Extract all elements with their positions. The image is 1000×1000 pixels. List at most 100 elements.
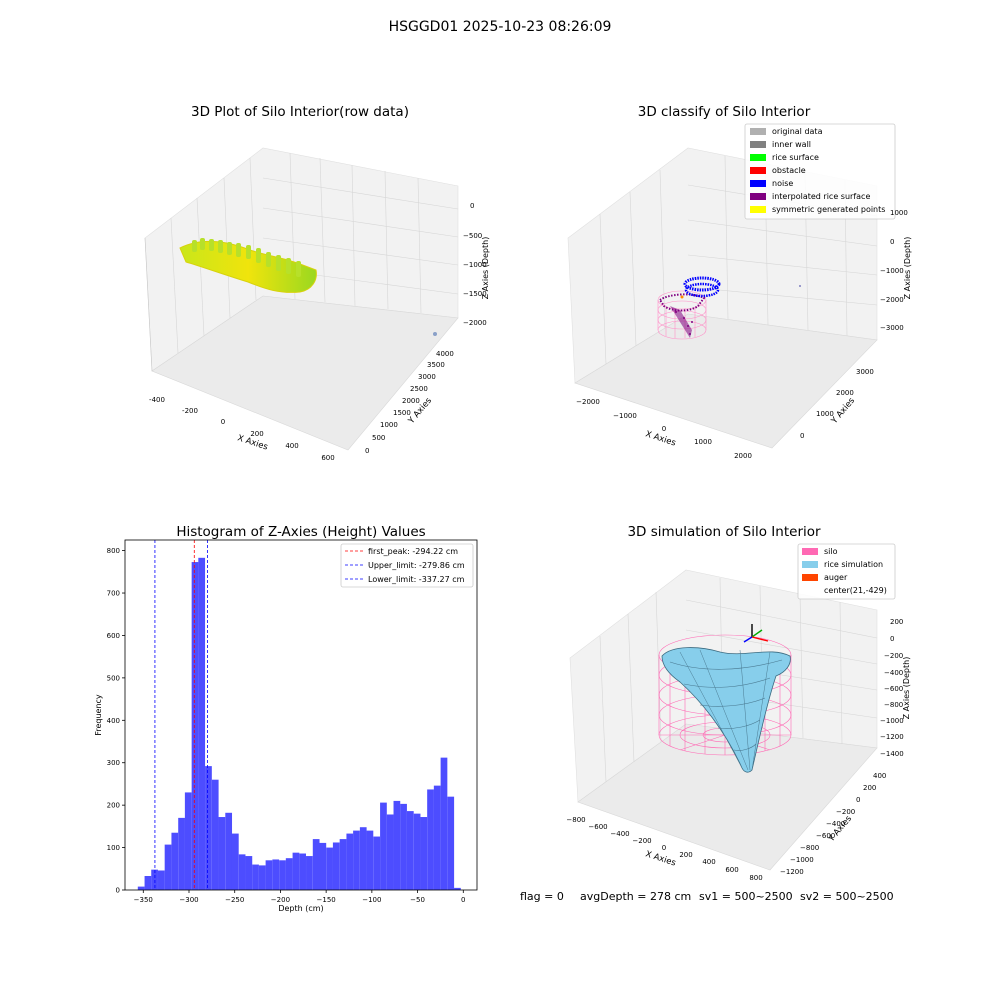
classify-legend-label: rice surface [772, 153, 819, 162]
histogram-bar [332, 842, 340, 890]
simulation-z-tick: −800 [884, 701, 903, 709]
histogram-legend-label: Lower_limit: -337.27 cm [368, 575, 465, 584]
raw-x-tick: 200 [250, 430, 263, 438]
raw-left-wall-edge [144, 237, 153, 372]
simulation-y-tick: 400 [873, 772, 886, 780]
raw-outlier-point [433, 332, 437, 336]
histogram-bar [137, 886, 145, 890]
classify-obstacle-point [680, 295, 684, 299]
simulation-z-tick: −200 [884, 652, 903, 660]
classify-legend-label: noise [772, 179, 793, 188]
classify-noise-points [683, 276, 721, 298]
histogram-bar [447, 796, 455, 890]
histogram-bar [265, 860, 273, 890]
raw-z-tick: 0 [470, 202, 474, 210]
histogram-bar [406, 811, 414, 890]
panel-simulation-3d: 3D simulation of Silo Interior [566, 524, 911, 882]
classify-stray-point [799, 285, 801, 287]
histogram-bar [205, 766, 212, 890]
simulation-rice-surface [661, 647, 791, 773]
raw-y-tick: 3000 [418, 373, 436, 381]
histogram-bar [380, 802, 387, 890]
histogram-x-tick-label: 0 [461, 896, 465, 904]
status-avg-depth: avgDepth = 278 cm [580, 890, 691, 903]
raw-z-axis-label: Z Axies (Depth) [481, 237, 490, 300]
simulation-y-axis-label: Y Axies [826, 814, 854, 845]
histogram-bar [211, 779, 219, 890]
simulation-z-tick: −400 [884, 669, 903, 677]
histogram-bar [184, 792, 192, 890]
histogram-bar [454, 887, 461, 890]
raw-x-tick: -400 [149, 396, 165, 404]
panel-raw-3d: 3D Plot of Silo Interior(row data) [144, 104, 490, 462]
histogram-x-ticks: −350 −300 −250 −200 −150 −100 −50 0 [134, 890, 466, 904]
histogram-legend-label: Upper_limit: -279.86 cm [368, 561, 465, 570]
histogram-bar [413, 813, 421, 890]
raw-y-tick: 1500 [393, 409, 411, 417]
histogram-x-tick-label: −50 [410, 896, 425, 904]
histogram-bar [272, 859, 280, 890]
histogram-bar [144, 876, 152, 890]
histogram-bar [326, 847, 333, 890]
histogram-legend-label: first_peak: -294.22 cm [368, 547, 458, 556]
raw-x-tick: 400 [285, 442, 298, 450]
histogram-bar [366, 830, 374, 890]
status-flag: flag = 0 [520, 890, 564, 903]
raw-y-tick: 3500 [427, 361, 445, 369]
histogram-bar [306, 856, 313, 890]
histogram-x-tick-label: −200 [271, 896, 290, 904]
histogram-bar [386, 814, 394, 890]
raw-z-tick: −500 [463, 232, 482, 240]
status-sv1: sv1 = 500~2500 [699, 890, 793, 903]
simulation-x-tick: −800 [566, 816, 585, 824]
classify-z-tick: −1000 [880, 267, 904, 275]
simulation-z-tick: 200 [890, 618, 903, 626]
histogram-bar [312, 839, 320, 890]
raw-x-tick: -200 [182, 407, 198, 415]
simulation-x-tick: 600 [725, 866, 738, 874]
histogram-bar [245, 856, 253, 890]
histogram-legend: first_peak: -294.22 cm Upper_limit: -279… [340, 543, 474, 588]
simulation-y-tick: −400 [826, 820, 845, 828]
classify-legend-label: original data [772, 127, 823, 136]
classify-floor-pane [574, 313, 878, 449]
simulation-x-tick: 200 [679, 851, 692, 859]
histogram-bar [339, 839, 347, 890]
simulation-x-axis-label: X Axies [644, 849, 677, 868]
histogram-bar [319, 842, 327, 890]
histogram-bar [400, 803, 407, 890]
simulation-z-axis-label: Z Axies (Depth) [902, 657, 911, 720]
raw-rice-points [179, 238, 317, 293]
histogram-y-axis-label: Frequency [94, 694, 103, 736]
histogram-y-tick-label: 300 [107, 759, 120, 767]
raw-y-tick: 2500 [410, 385, 428, 393]
simulation-z-tick: −1200 [880, 733, 904, 741]
classify-y-tick: 2000 [836, 389, 854, 397]
simulation-panel-title: 3D simulation of Silo Interior [627, 524, 821, 540]
classify-y-tick: 3000 [856, 368, 874, 376]
simulation-gridlines [599, 577, 878, 783]
histogram-y-tick-label: 500 [107, 674, 120, 682]
raw-y-tick: 2000 [402, 397, 420, 405]
classify-x-tick: −1000 [613, 412, 637, 420]
histogram-bar [353, 830, 360, 890]
histogram-bar [393, 800, 401, 890]
simulation-y-tick: −200 [836, 808, 855, 816]
raw-x-tick: 0 [221, 418, 225, 426]
figure-title: HSGGD01 2025-10-23 08:26:09 [389, 19, 612, 35]
histogram-y-ticks: 0 100 200 300 400 500 600 700 800 [107, 547, 125, 895]
histogram-bar [191, 562, 199, 890]
classify-z-tick: −2000 [880, 296, 904, 304]
histogram-bar [252, 864, 259, 890]
simulation-legend-label: center(21,-429) [824, 586, 887, 595]
simulation-x-tick: −600 [588, 823, 607, 831]
classify-x-tick: 0 [662, 425, 666, 433]
classify-panel-title: 3D classify of Silo Interior [638, 104, 811, 120]
classify-z-tick: 0 [890, 238, 894, 246]
simulation-y-tick: −1000 [790, 856, 814, 864]
histogram-bar [218, 817, 226, 890]
classify-x-tick: 2000 [734, 452, 752, 460]
histogram-bar [299, 853, 306, 890]
simulation-x-tick: 0 [662, 844, 666, 852]
simulation-z-tick: −600 [884, 685, 903, 693]
